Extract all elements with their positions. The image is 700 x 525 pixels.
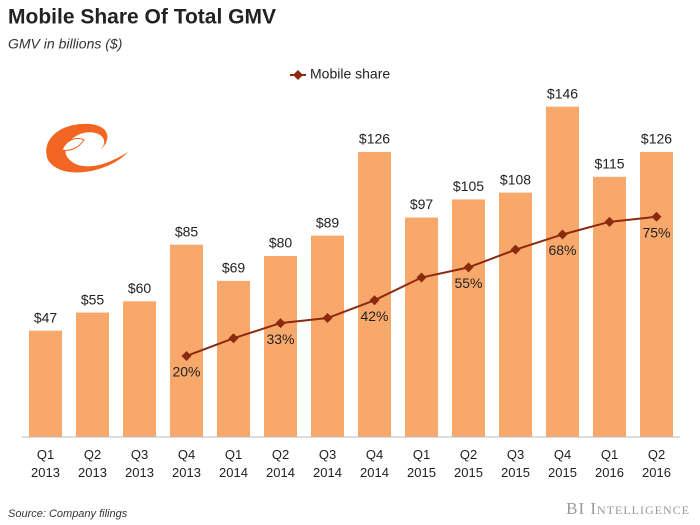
line-marker	[181, 350, 192, 361]
line-marker	[416, 272, 427, 283]
x-tick-label: Q3 2015	[501, 447, 530, 480]
x-tick-label: Q2 2016	[642, 447, 671, 480]
bar-value-label: $146	[547, 85, 578, 101]
line-marker	[322, 313, 333, 324]
legend-label: Mobile share	[310, 66, 390, 82]
x-tick-label: Q3 2013	[125, 447, 154, 480]
x-tick-label: Q1 2013	[31, 447, 60, 480]
line-value-label: 33%	[266, 331, 294, 347]
line-marker	[557, 229, 568, 240]
line-marker	[275, 318, 286, 329]
x-tick-label: Q2 2015	[454, 447, 483, 480]
x-tick-label: Q2 2013	[78, 447, 107, 480]
logo-shape	[46, 123, 128, 173]
logo-face	[61, 137, 85, 151]
bar	[311, 235, 344, 437]
bar	[217, 280, 250, 437]
bar	[640, 151, 673, 438]
bar-value-label: $105	[453, 178, 484, 194]
bar-value-label: $89	[316, 214, 340, 230]
legend-marker	[293, 70, 303, 80]
line-value-label: 75%	[642, 224, 670, 240]
source: Source: Company filings	[8, 508, 128, 520]
x-tick-label: Q1 2014	[219, 447, 248, 480]
line-marker	[463, 262, 474, 273]
bar	[452, 199, 485, 437]
bar	[546, 106, 579, 438]
chart-subtitle: GMV in billions ($)	[8, 36, 122, 52]
line-marker	[651, 211, 662, 222]
bar	[499, 192, 532, 437]
x-tick-label: Q2 2014	[266, 447, 295, 480]
line-value-label: 55%	[454, 275, 482, 291]
bar-value-label: $126	[641, 131, 672, 147]
bar-value-label: $55	[81, 291, 105, 307]
chart-title: Mobile Share Of Total GMV	[8, 6, 276, 29]
bar-value-label: $115	[594, 156, 624, 172]
bar	[264, 256, 297, 437]
bar-value-label: $126	[359, 131, 390, 147]
line-marker	[510, 244, 521, 255]
x-tick-label: Q4 2013	[172, 447, 201, 480]
x-tick-label: Q4 2015	[548, 447, 577, 480]
x-tick-label: Q1 2016	[595, 447, 624, 480]
bar	[405, 217, 438, 437]
line-marker	[228, 333, 239, 344]
bar	[76, 312, 109, 437]
line-value-label: 20%	[172, 364, 200, 380]
bar	[29, 330, 62, 437]
bar-value-label: $69	[222, 260, 246, 276]
line-marker	[604, 216, 615, 227]
x-tick-label: Q1 2015	[407, 447, 436, 480]
bar	[170, 244, 203, 437]
x-tick-label: Q3 2014	[313, 447, 342, 480]
bar-value-label: $47	[34, 309, 58, 325]
bar-value-label: $80	[269, 235, 293, 251]
line-value-label: 68%	[548, 242, 576, 258]
bar-value-label: $85	[175, 223, 199, 239]
bar	[123, 301, 156, 437]
bar-value-label: $108	[500, 171, 531, 187]
x-tick-label: Q4 2014	[360, 447, 389, 480]
brand: BI Intelligence	[566, 499, 690, 518]
bar	[593, 176, 626, 437]
line-value-label: 42%	[360, 308, 388, 324]
line-marker	[369, 295, 380, 306]
bar-value-label: $97	[410, 196, 434, 212]
bar-value-label: $60	[128, 280, 152, 296]
logo	[46, 123, 128, 173]
